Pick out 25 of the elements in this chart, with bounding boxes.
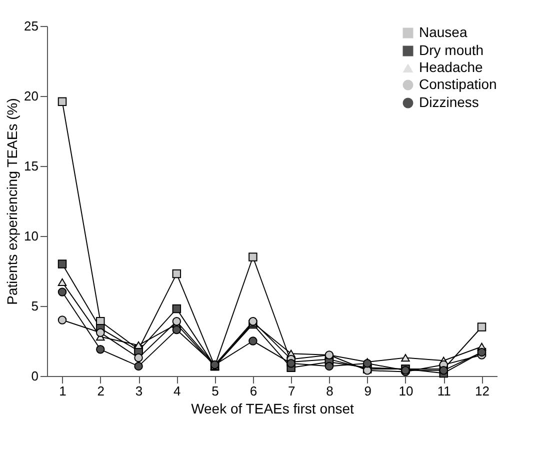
x-tick-label: 5 bbox=[212, 384, 219, 398]
y-tick-label: 15 bbox=[24, 158, 38, 174]
x-tick-label: 11 bbox=[437, 384, 451, 398]
y-tick-label: 5 bbox=[31, 298, 38, 314]
y-tick-label: 20 bbox=[24, 88, 38, 104]
y-tick-label: 10 bbox=[24, 228, 38, 244]
x-tick-label: 10 bbox=[398, 384, 414, 398]
x-tick-label: 12 bbox=[475, 384, 490, 398]
legend-label: Nausea bbox=[419, 24, 468, 40]
legend-label: Constipation bbox=[419, 76, 497, 92]
legend-label: Dry mouth bbox=[419, 42, 484, 58]
x-tick-label: 9 bbox=[364, 384, 372, 398]
x-tick-label: 1 bbox=[59, 384, 66, 398]
x-tick-label: 2 bbox=[97, 384, 105, 398]
x-tick-label: 8 bbox=[326, 384, 334, 398]
legend-label: Headache bbox=[419, 59, 484, 75]
x-tick-label: 3 bbox=[135, 384, 143, 398]
x-axis-title: Week of TEAEs first onset bbox=[191, 400, 354, 416]
x-tick-label: 4 bbox=[174, 384, 181, 398]
x-tick-label: 6 bbox=[250, 384, 258, 398]
x-tick-label: 7 bbox=[288, 384, 296, 398]
y-axis-title: Patients experiencing TEAEs (%) bbox=[4, 98, 20, 305]
y-tick-label: 25 bbox=[24, 18, 38, 34]
y-tick-label: 0 bbox=[31, 368, 38, 384]
legend-label: Dizziness bbox=[419, 94, 479, 110]
